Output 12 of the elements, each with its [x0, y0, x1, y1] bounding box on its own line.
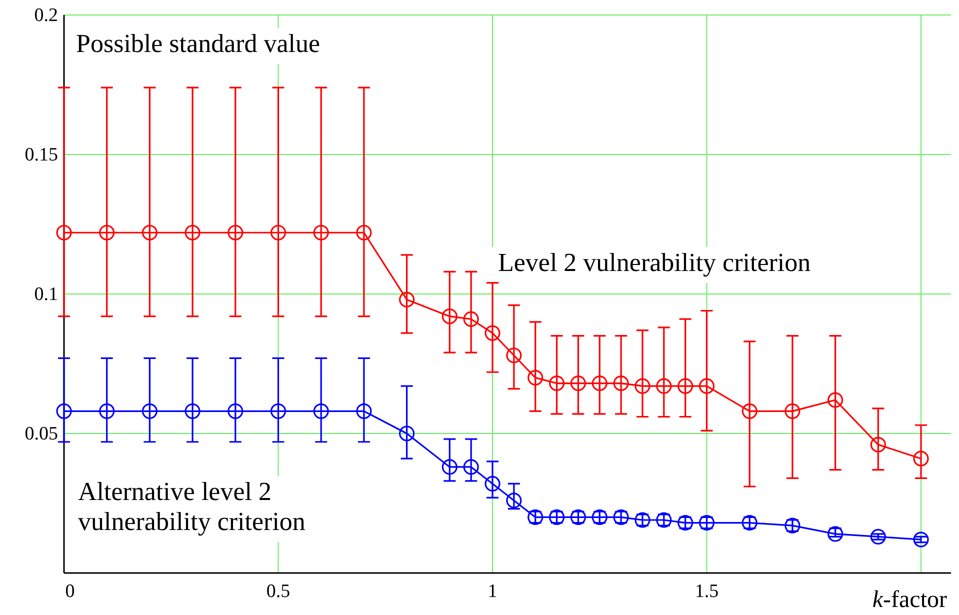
x-tick-label: 1 — [488, 581, 498, 602]
y-tick-label: 0.2 — [34, 5, 58, 26]
y-tick-label: 0.1 — [34, 284, 58, 305]
y-tick-label: 0.05 — [24, 424, 58, 444]
y-tick-label: 0.15 — [24, 144, 58, 166]
annotation: Possible standard value — [76, 29, 320, 58]
x-axis-title: k-factor — [872, 587, 948, 613]
x-tick-label: 0.5 — [266, 581, 290, 602]
series-label: Level 2 vulnerability criterion — [498, 248, 811, 277]
x-tick-label: 1.5 — [694, 581, 719, 602]
text: Alternative level 2 vulnerability criterion — [78, 477, 306, 536]
x-tick-label: 0 — [65, 581, 75, 602]
